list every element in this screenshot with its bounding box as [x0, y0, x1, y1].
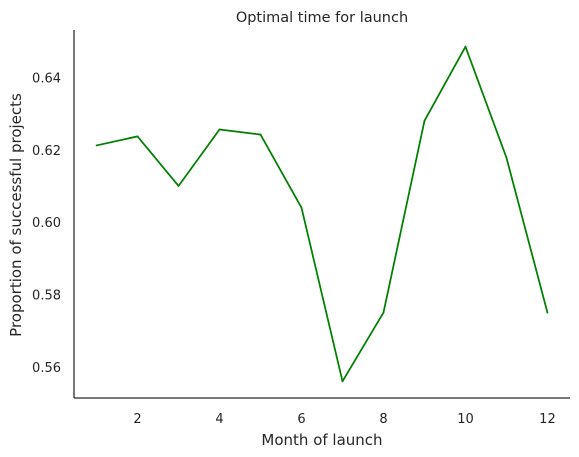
data-point — [96, 145, 98, 147]
y-tick-label: 0.60 — [32, 216, 61, 231]
data-point — [178, 185, 180, 187]
data-point — [506, 157, 508, 159]
x-tick-label: 12 — [539, 412, 556, 427]
data-point — [383, 312, 385, 314]
data-point — [424, 120, 426, 122]
y-axis-label: Proportion of successful projects — [7, 93, 25, 337]
x-tick-label: 10 — [457, 412, 474, 427]
x-tick-label: 6 — [297, 412, 305, 427]
y-tick-label: 0.64 — [32, 71, 61, 86]
axes — [74, 30, 570, 398]
data-point — [260, 134, 262, 136]
series — [96, 46, 549, 383]
chart-title: Optimal time for launch — [236, 10, 408, 26]
x-axis-label: Month of launch — [261, 431, 382, 449]
data-point — [137, 135, 139, 137]
y-tick-label: 0.58 — [32, 289, 61, 304]
y-tick-label: 0.62 — [32, 144, 61, 159]
x-tick-label: 8 — [379, 412, 387, 427]
series-line — [97, 47, 548, 382]
x-tick-labels: 2 4 6 8 10 12 — [133, 412, 555, 427]
data-point — [219, 129, 221, 131]
data-point — [301, 207, 303, 209]
data-point — [547, 312, 549, 314]
x-tick-label: 2 — [133, 412, 141, 427]
x-tick-label: 4 — [215, 412, 223, 427]
y-tick-label: 0.56 — [32, 361, 61, 376]
data-point — [342, 380, 344, 382]
y-tick-labels: 0.56 0.58 0.60 0.62 0.64 — [32, 71, 61, 375]
data-point — [465, 46, 467, 48]
